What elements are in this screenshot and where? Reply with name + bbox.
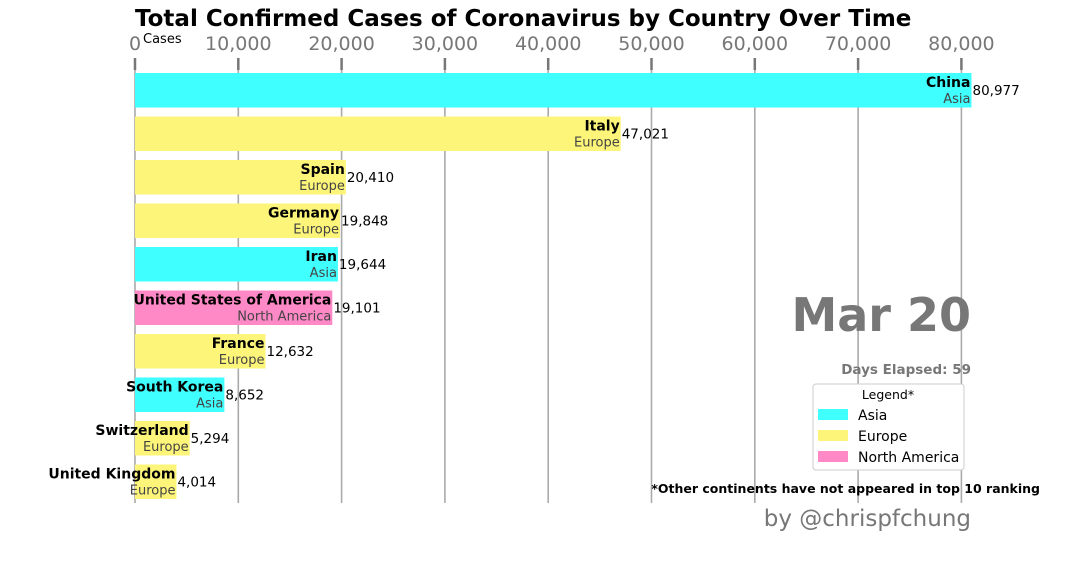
legend-swatch: [818, 451, 848, 462]
bar: [135, 377, 225, 412]
bar-continent-label: Europe: [293, 223, 339, 238]
legend-swatch: [818, 409, 848, 420]
bar: [135, 73, 972, 108]
bar-value-label: 19,848: [341, 214, 388, 230]
legend-title: Legend*: [862, 387, 914, 402]
x-tick-label: 80,000: [928, 33, 994, 55]
bar-country-label: United States of America: [134, 293, 332, 309]
days-elapsed-label: Days Elapsed: 59: [841, 362, 971, 378]
x-tick-label: 70,000: [825, 33, 891, 55]
bar: [135, 116, 621, 151]
bar: [135, 160, 346, 195]
bar-value-label: 19,644: [339, 257, 386, 273]
legend-label: North America: [858, 450, 959, 466]
bar-value-label: 5,294: [191, 431, 230, 447]
bar-value-label: 19,101: [333, 301, 380, 317]
bar-country-label: France: [212, 336, 265, 352]
bars: ChinaAsia80,977ItalyEurope47,021SpainEur…: [48, 73, 1020, 499]
bar-country-label: Germany: [268, 206, 339, 222]
bar-country-label: South Korea: [126, 380, 223, 396]
bar-value-label: 20,410: [347, 170, 394, 186]
x-axis-ticks: 0 10,000 20,000 30,000 40,000 50,000 60,000 70,…: [129, 33, 995, 70]
legend: Legend* Asia Europe North America: [812, 383, 965, 471]
bar-continent-label: Europe: [143, 440, 189, 455]
bar: [135, 247, 338, 282]
bar: [135, 464, 177, 499]
bar: [135, 203, 341, 238]
bar-country-label: Italy: [584, 119, 619, 135]
bar-country-label: Iran: [305, 249, 337, 265]
x-tick-label: 30,000: [412, 33, 478, 55]
bar: [135, 334, 266, 369]
legend-box: [812, 383, 965, 471]
legend-label: Asia: [858, 408, 887, 424]
bar: [135, 421, 190, 456]
x-tick-label: 50,000: [618, 33, 684, 55]
bar: [135, 290, 333, 325]
bar-value-label: 80,977: [972, 83, 1019, 99]
x-axis-label: Cases: [143, 32, 182, 47]
x-tick-label: 60,000: [722, 33, 788, 55]
bar-continent-label: Europe: [299, 179, 345, 194]
bar-value-label: 8,652: [225, 388, 264, 404]
bar-country-label: Spain: [301, 162, 345, 178]
bar-continent-label: Europe: [130, 484, 176, 499]
x-tick-label: 40,000: [515, 33, 581, 55]
bar-continent-label: Europe: [219, 353, 265, 368]
credit-label: by @chrispfchung: [764, 506, 971, 532]
bar-continent-label: Asia: [196, 397, 223, 412]
bar-continent-label: North America: [237, 310, 331, 325]
bar-value-label: 47,021: [622, 127, 669, 143]
x-tick-label: 10,000: [205, 33, 271, 55]
bar-country-label: United Kingdom: [48, 467, 175, 483]
date-label: Mar 20: [791, 288, 971, 342]
x-tick-label: 20,000: [308, 33, 374, 55]
bar-continent-label: Asia: [310, 266, 337, 281]
bar-country-label: China: [926, 75, 970, 91]
bar-country-label: Switzerland: [95, 423, 188, 439]
footnote: *Other continents have not appeared in t…: [651, 481, 1040, 496]
x-tick-label: 0: [129, 33, 141, 55]
bar-value-label: 4,014: [177, 475, 216, 491]
legend-swatch: [818, 430, 848, 441]
chart-title: Total Confirmed Cases of Coronavirus by …: [135, 6, 911, 32]
bar-value-label: 12,632: [266, 344, 313, 360]
bar-continent-label: Europe: [574, 136, 620, 151]
legend-label: Europe: [858, 429, 907, 445]
bar-continent-label: Asia: [943, 92, 970, 107]
